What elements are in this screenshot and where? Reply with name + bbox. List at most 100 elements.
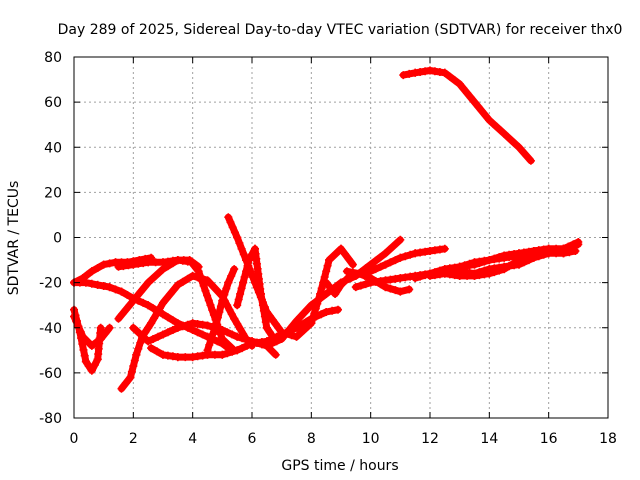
data-point-marker <box>351 283 360 292</box>
data-point-marker <box>105 323 114 332</box>
data-point-marker <box>571 247 580 255</box>
data-point-marker <box>333 248 341 257</box>
data-point-marker <box>329 252 338 261</box>
data-point-marker <box>238 344 247 353</box>
y-tick-label: 0 <box>53 231 62 247</box>
data-point-marker <box>248 337 256 346</box>
data-point-marker <box>151 258 160 267</box>
data-point-marker <box>105 283 114 292</box>
data-point-marker <box>242 267 251 276</box>
data-point-marker <box>188 271 197 280</box>
data-point-marker <box>317 293 326 302</box>
y-tick-label: -40 <box>39 321 62 337</box>
data-point-marker <box>193 328 202 337</box>
data-point-marker <box>230 228 239 237</box>
data-point-marker <box>159 298 167 307</box>
data-point-marker <box>203 291 212 300</box>
data-point-marker <box>127 367 136 376</box>
data-point-marker <box>465 259 474 268</box>
data-point-marker <box>337 244 345 253</box>
data-point-marker <box>156 304 164 312</box>
data-point-marker <box>310 309 319 318</box>
data-point-marker <box>354 269 363 278</box>
data-point-marker <box>178 256 187 265</box>
y-axis-label: SDTVAR / TECUs <box>6 181 22 296</box>
data-point-marker <box>259 306 268 315</box>
data-point-marker <box>240 273 249 281</box>
data-point-marker <box>262 323 271 332</box>
data-point-marker <box>406 250 415 259</box>
series-s13 <box>233 244 280 346</box>
data-point-marker <box>371 265 380 274</box>
data-point-marker <box>223 349 232 358</box>
data-point-marker <box>322 278 331 287</box>
data-point-marker <box>386 284 395 293</box>
series-s6 <box>117 271 256 393</box>
data-point-marker <box>519 253 528 262</box>
data-point-marker <box>272 337 281 346</box>
data-point-marker <box>405 285 414 294</box>
data-point-marker <box>203 321 212 330</box>
data-point-marker <box>87 267 96 276</box>
data-point-marker <box>149 304 158 313</box>
data-point-marker <box>227 271 236 280</box>
data-point-marker <box>245 256 253 265</box>
data-point-marker <box>223 328 232 337</box>
data-point-marker <box>230 265 239 274</box>
data-point-marker <box>117 384 126 393</box>
data-point-marker <box>474 102 483 111</box>
data-point-marker <box>341 276 350 285</box>
data-point-marker <box>87 366 96 375</box>
series-trail <box>399 67 535 165</box>
data-point-marker <box>371 256 380 265</box>
y-tick-label: 20 <box>44 185 62 201</box>
data-point-marker <box>216 302 225 311</box>
data-point-marker <box>303 305 312 314</box>
data-point-marker <box>317 284 326 293</box>
data-point-marker <box>218 296 227 305</box>
data-point-marker <box>163 313 172 322</box>
data-point-marker <box>459 84 468 93</box>
data-point-marker <box>237 284 246 293</box>
data-point-marker <box>208 306 217 314</box>
data-point-marker <box>159 330 167 339</box>
data-point-marker <box>271 350 280 359</box>
data-point-marker <box>117 287 126 296</box>
data-point-marker <box>121 305 130 314</box>
data-point-marker <box>92 338 101 347</box>
data-point-marker <box>510 259 519 268</box>
data-point-marker <box>281 330 290 339</box>
data-point-marker <box>222 338 231 347</box>
data-point-marker <box>348 268 357 277</box>
data-point-marker <box>130 356 139 365</box>
data-point-marker <box>162 294 171 303</box>
data-point-marker <box>218 326 227 334</box>
data-point-marker <box>227 310 236 319</box>
data-point-marker <box>144 258 153 267</box>
data-point-marker <box>239 278 248 287</box>
data-point-marker <box>505 253 514 262</box>
data-point-marker <box>500 265 509 274</box>
data-point-marker <box>159 350 167 359</box>
data-point-marker <box>399 71 408 80</box>
data-point-marker <box>322 289 331 298</box>
data-point-marker <box>132 350 141 359</box>
data-point-marker <box>490 268 499 277</box>
data-point-marker <box>230 314 239 323</box>
data-point-marker <box>222 284 231 293</box>
data-point-marker <box>207 280 216 289</box>
data-point-marker <box>411 274 420 283</box>
data-point-marker <box>401 252 410 261</box>
data-point-marker <box>477 107 486 116</box>
data-point-marker <box>288 321 297 330</box>
data-point-marker <box>396 253 405 262</box>
data-point-marker <box>224 213 233 222</box>
data-point-marker <box>334 285 342 294</box>
data-point-marker <box>334 305 342 314</box>
data-point-marker <box>78 274 87 283</box>
x-tick-label: 18 <box>599 431 617 447</box>
data-point-marker <box>150 314 159 323</box>
data-point-marker <box>341 250 349 258</box>
data-point-marker <box>93 264 102 272</box>
data-point-marker <box>328 306 337 315</box>
